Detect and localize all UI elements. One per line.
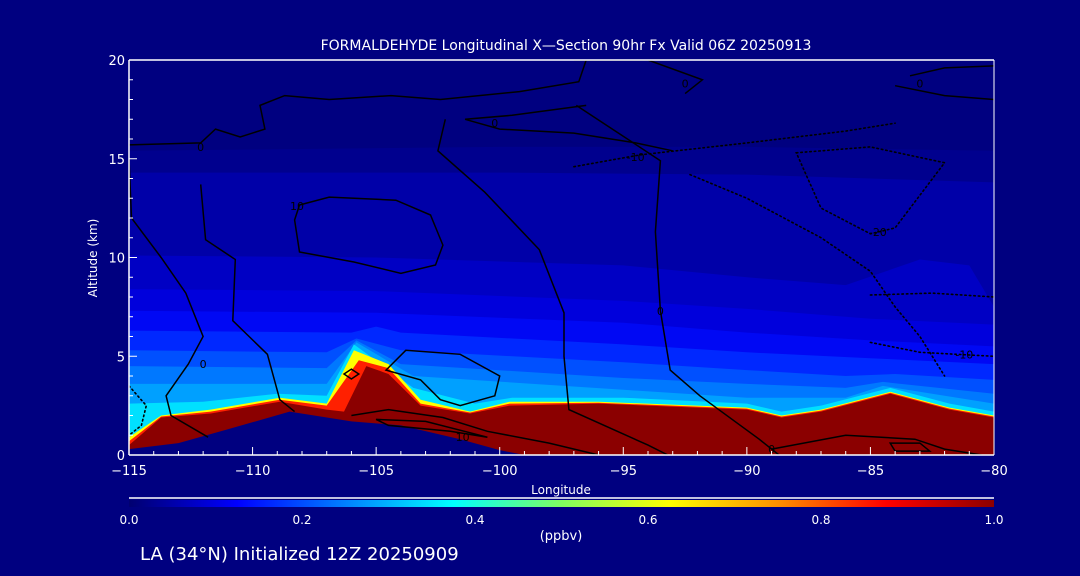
- contour-line: [869, 292, 994, 298]
- colorbar-tick-label: 0.2: [292, 513, 311, 527]
- colorbar-tick-label: 0.0: [119, 513, 138, 527]
- x-tick-label: −85: [857, 464, 884, 479]
- contour-line: [909, 65, 994, 77]
- contour-line: [573, 60, 704, 95]
- contour-label: 10: [290, 200, 304, 213]
- contour-label: 0: [682, 78, 689, 91]
- colorbar-tick-label: 0.8: [811, 513, 830, 527]
- contour-label: 0: [916, 78, 923, 91]
- y-tick-label: 20: [108, 54, 125, 69]
- filled-contours: [129, 60, 994, 455]
- contour-label: -10: [955, 348, 973, 361]
- colorbar-tick-label: 0.4: [465, 513, 484, 527]
- contour-line: [384, 349, 501, 407]
- axes: [128, 59, 995, 456]
- contour-line: [464, 104, 673, 152]
- contour-line: [129, 385, 148, 437]
- x-tick-label: −105: [358, 464, 394, 479]
- y-axis-label: Altitude (km): [86, 219, 100, 298]
- contour-line: [351, 408, 599, 455]
- chart-title: FORMALDEHYDE Longitudinal X—Section 90hr…: [321, 38, 812, 54]
- y-tick-label: 10: [108, 252, 125, 267]
- contour-label: 0: [768, 443, 775, 456]
- x-tick-label: −115: [111, 464, 147, 479]
- x-tick-label: −80: [980, 464, 1007, 479]
- contour-line: [129, 158, 209, 438]
- contour-line: [293, 196, 444, 275]
- y-tick-label: 0: [117, 449, 125, 464]
- contour-line: [689, 173, 946, 377]
- colorbar: [129, 500, 994, 507]
- contour-line: [888, 442, 932, 452]
- contour-line: [575, 104, 780, 455]
- contour-label: -20: [869, 226, 887, 239]
- terrain: [129, 411, 994, 455]
- y-tick-label: 15: [108, 153, 125, 168]
- contour-line: [342, 368, 361, 380]
- colorbar-tick-label: 1.0: [984, 513, 1003, 527]
- contour-line: [771, 434, 982, 455]
- colorbar-unit-label: (ppbv): [540, 529, 583, 544]
- x-tick-label: −110: [235, 464, 271, 479]
- x-axis-label: Longitude: [531, 483, 591, 497]
- chart-subtitle: LA (34°N) Initialized 12Z 20250909: [140, 544, 459, 565]
- contour-label: 0: [200, 358, 207, 371]
- y-tick-label: 5: [117, 350, 125, 365]
- x-tick-label: −100: [482, 464, 518, 479]
- contour-label: 0: [657, 305, 664, 318]
- contour-label: 0: [491, 117, 498, 130]
- x-tick-label: −90: [733, 464, 760, 479]
- contour-label: -10: [627, 151, 645, 164]
- contour-line: [869, 341, 994, 358]
- contour-line: [437, 119, 669, 455]
- contour-line: [894, 84, 994, 101]
- x-tick-label: −95: [610, 464, 637, 479]
- contour-line: [199, 184, 296, 413]
- contour-line: [129, 60, 587, 146]
- contour-line: [573, 122, 896, 168]
- contour-line: [375, 418, 488, 438]
- contour-label: 0: [197, 141, 204, 154]
- colorbar-tick-label: 0.6: [638, 513, 657, 527]
